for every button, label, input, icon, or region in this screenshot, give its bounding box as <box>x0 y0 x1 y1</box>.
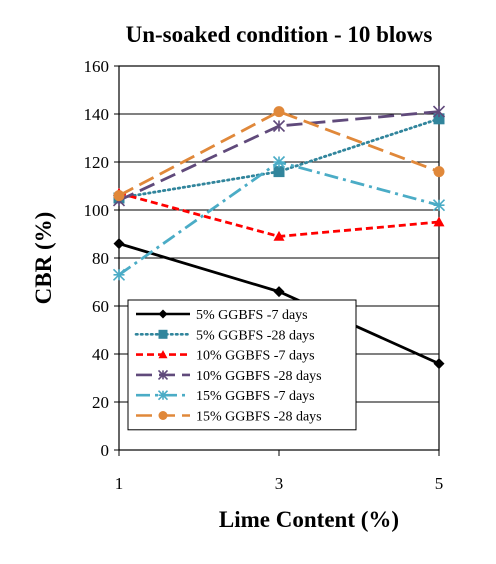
data-point <box>113 238 125 250</box>
data-point <box>433 113 445 125</box>
legend-entry: 5% GGBFS -7 days <box>136 308 308 323</box>
series-3 <box>113 187 445 241</box>
legend-label: 10% GGBFS -7 days <box>196 349 315 364</box>
data-point <box>273 230 285 241</box>
legend-label: 15% GGBFS -7 days <box>196 389 315 404</box>
y-tick-label: 80 <box>92 249 109 268</box>
data-point <box>273 166 285 178</box>
data-point <box>158 411 168 420</box>
y-axis-ticks: 0 20 40 60 80 100 120 140 160 <box>84 57 119 460</box>
data-point <box>157 390 169 401</box>
data-point <box>432 199 446 212</box>
y-tick-label: 40 <box>92 345 109 364</box>
legend-entry: 10% GGBFS -7 days <box>136 349 315 364</box>
legend: 5% GGBFS -7 days 5% GGBFS -28 days 10% GGB… <box>127 299 357 431</box>
y-tick-label: 100 <box>84 201 110 220</box>
x-tick-label: 3 <box>275 474 284 493</box>
x-tick-label: 5 <box>435 474 444 493</box>
data-point <box>432 105 446 118</box>
legend-entry: 15% GGBFS -7 days <box>136 389 315 404</box>
x-axis-ticks: 1 3 5 <box>115 450 444 493</box>
legend-label: 5% GGBFS -28 days <box>196 328 315 343</box>
x-tick-label: 1 <box>115 474 124 493</box>
series-6 <box>113 106 445 202</box>
legend-box <box>127 299 357 431</box>
y-tick-label: 140 <box>84 105 110 124</box>
series-5 <box>112 155 446 281</box>
series-group <box>112 105 446 370</box>
series-line <box>118 191 440 238</box>
y-tick-label: 20 <box>92 393 109 412</box>
y-tick-label: 0 <box>101 441 110 460</box>
data-point <box>158 329 168 339</box>
data-point <box>433 166 445 178</box>
data-point <box>272 155 286 169</box>
data-point <box>158 309 168 319</box>
legend-label: 5% GGBFS -7 days <box>196 308 308 323</box>
data-point <box>272 119 286 133</box>
legend-entry: 10% GGBFS -28 days <box>136 369 322 384</box>
data-point <box>112 268 126 281</box>
y-tick-label: 120 <box>84 153 110 172</box>
x-axis-label: Lime Content (%) <box>219 507 399 532</box>
legend-label: 15% GGBFS -28 days <box>196 410 322 425</box>
series-1 <box>113 238 445 370</box>
data-point <box>158 350 168 359</box>
data-point <box>113 190 125 202</box>
legend-label: 10% GGBFS -28 days <box>196 369 322 384</box>
y-tick-label: 160 <box>84 57 110 76</box>
data-point <box>433 358 445 370</box>
y-axis-label: CBR (%) <box>31 212 56 305</box>
data-point <box>433 216 445 227</box>
data-point <box>273 106 285 118</box>
chart-title: Un-soaked condition - 10 blows <box>126 22 433 47</box>
data-point <box>157 369 169 380</box>
data-point <box>273 286 285 298</box>
legend-entry: 15% GGBFS -28 days <box>136 410 322 425</box>
legend-entry: 5% GGBFS -28 days <box>134 328 315 343</box>
series-line <box>118 110 440 197</box>
y-tick-label: 60 <box>92 297 109 316</box>
